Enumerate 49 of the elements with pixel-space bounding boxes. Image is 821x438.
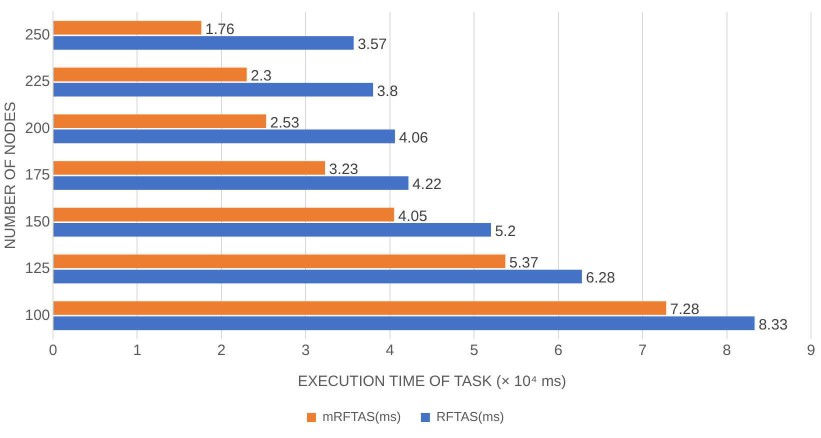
x-tick-label: 6 (554, 342, 563, 360)
y-axis-title: NUMBER OF NODES (2, 102, 20, 250)
bar (54, 161, 326, 175)
bar (54, 20, 202, 35)
y-tick-label: 125 (24, 260, 50, 278)
bar (54, 301, 666, 315)
data-label: 2.53 (270, 114, 300, 132)
x-tick-label: 0 (48, 342, 58, 360)
bar (54, 316, 755, 330)
data-label: 5.2 (494, 222, 516, 240)
bar (54, 68, 247, 82)
data-label: 2.3 (250, 68, 272, 85)
data-label: 4.05 (398, 208, 428, 225)
y-tick-label: 100 (24, 306, 50, 324)
y-tick-label: 200 (24, 120, 50, 137)
data-label: 4.06 (398, 130, 428, 147)
y-tick-label: 250 (24, 26, 50, 44)
data-label: 8.33 (758, 316, 788, 334)
data-label: 1.76 (205, 20, 234, 38)
data-label: 3.23 (329, 161, 358, 178)
data-label: 6.28 (586, 270, 616, 287)
x-tick-label: 5 (470, 342, 478, 360)
bar (54, 114, 266, 128)
data-label: 7.28 (670, 301, 700, 318)
y-tick-label: 175 (24, 166, 50, 184)
x-tick-label: 3 (302, 342, 310, 360)
x-tick-label: 9 (806, 342, 816, 360)
bar (54, 208, 394, 222)
data-label: 3.57 (358, 36, 387, 54)
bar (54, 222, 491, 237)
x-axis-title: EXECUTION TIME OF TASK (× 10⁴ ms) (298, 373, 566, 390)
y-tick-label: 150 (24, 213, 50, 230)
x-tick-label: 8 (722, 342, 731, 360)
bar (54, 270, 582, 284)
data-label: 3.8 (377, 82, 398, 100)
x-tick-label: 4 (386, 342, 394, 360)
data-label: 5.37 (509, 254, 538, 272)
x-tick-label: 1 (133, 342, 142, 360)
bar (54, 36, 354, 50)
y-tick-label: 225 (24, 73, 50, 90)
bar (54, 130, 395, 144)
legend-label: RFTAS(ms) (436, 409, 504, 424)
bar (54, 82, 374, 96)
legend-label: mRFTAS(ms) (322, 409, 401, 424)
bar (54, 254, 506, 268)
data-label: 4.22 (412, 176, 442, 194)
x-tick-label: 2 (217, 342, 226, 360)
bar (54, 176, 408, 190)
x-tick-label: 7 (638, 342, 647, 360)
